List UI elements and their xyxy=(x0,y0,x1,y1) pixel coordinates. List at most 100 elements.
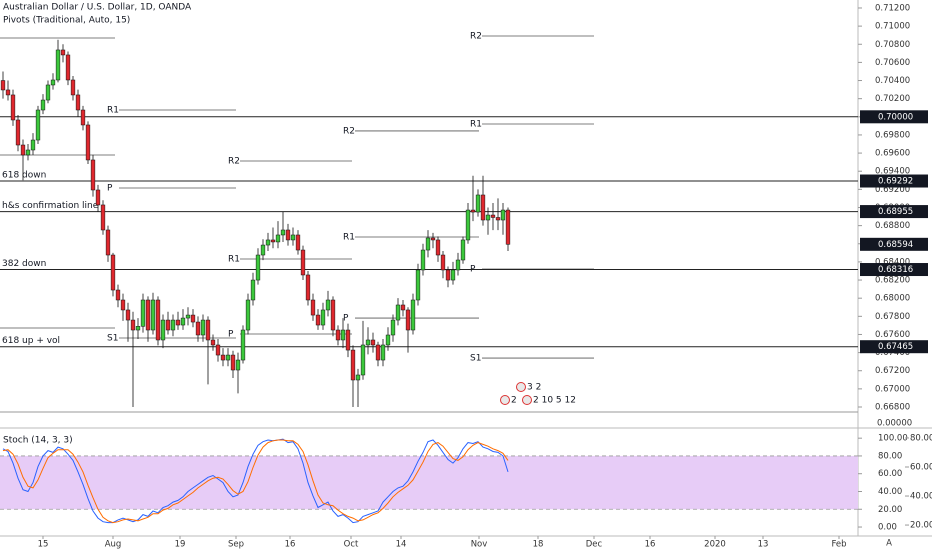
price-tag xyxy=(860,174,928,188)
x-tick-label: 16 xyxy=(285,540,296,550)
candle-body xyxy=(375,344,381,361)
candle-body xyxy=(320,309,326,326)
y-tick-label: 0.70600 xyxy=(875,58,910,68)
candle-body xyxy=(25,149,31,156)
candle-body xyxy=(145,299,151,331)
event-icon xyxy=(500,395,510,405)
pivot-label: R2 xyxy=(470,32,482,42)
candle-body xyxy=(430,237,436,241)
event-icon xyxy=(522,395,532,405)
candle-body xyxy=(465,209,471,241)
y-tick-label: 0.71200 xyxy=(875,3,910,13)
y-tick-label: 0.69600 xyxy=(875,149,910,159)
price-tag-label: 0.67465 xyxy=(878,342,913,352)
y-tick-label: 0.66800 xyxy=(875,403,910,413)
price-tag xyxy=(860,340,928,354)
y-tick-label: 0.68200 xyxy=(875,276,910,286)
x-tick-label: 14 xyxy=(396,540,407,550)
y2-tick-label: 20.00 xyxy=(910,521,932,531)
candle-body xyxy=(385,334,391,346)
candle-body xyxy=(475,194,481,213)
y-tick-label: 0.70800 xyxy=(875,40,910,50)
x-tick-label: Sep xyxy=(228,540,244,550)
auto-scale-button[interactable]: A xyxy=(886,539,892,549)
x-tick-label: Nov xyxy=(471,540,488,550)
candle-body xyxy=(370,339,376,346)
pivot-label: R1 xyxy=(228,255,240,265)
volume-zero-label: 0.00000 xyxy=(877,419,912,429)
candle-body xyxy=(435,239,441,256)
price-tags: 0.70000 0.69292 0.68955 0.68316 0.67465 0.685… xyxy=(860,110,928,354)
candle-body xyxy=(180,317,186,326)
candle-body xyxy=(40,99,46,111)
candle-body xyxy=(60,49,66,56)
price-tag-label: 0.69292 xyxy=(878,177,913,187)
y-tick-label: 60.00 xyxy=(878,469,902,479)
price-tag-label: 0.68316 xyxy=(878,265,913,275)
candle-body xyxy=(285,229,291,241)
candle-body xyxy=(115,289,121,301)
candle-body xyxy=(360,344,366,376)
stoch-line xyxy=(2,439,509,524)
last-price-label: 0.68594 xyxy=(878,240,913,250)
pivot-label: R2 xyxy=(343,126,355,136)
pivot-label: S1 xyxy=(107,333,118,343)
stoch-title: Stoch (14, 3, 3) xyxy=(3,436,73,446)
candle-body xyxy=(15,119,21,146)
y-tick-label: 100.00 xyxy=(878,434,908,444)
candle-body xyxy=(500,209,506,221)
x-tick-label: Oct xyxy=(344,540,359,550)
candle-body xyxy=(10,94,16,121)
candle-body xyxy=(50,79,56,86)
candle-body xyxy=(30,139,36,151)
pivot-label: P xyxy=(343,314,349,324)
candle-body xyxy=(105,229,111,256)
level-label: h&s confirmation line xyxy=(2,201,99,211)
candle-body xyxy=(230,354,236,371)
event-count: 3 2 xyxy=(527,383,541,393)
y-tick-label: 0.69200 xyxy=(875,185,910,195)
candle-body xyxy=(255,254,261,281)
candle-body xyxy=(120,299,126,311)
candle-body xyxy=(75,94,81,111)
candle-body xyxy=(5,89,11,96)
candle-body xyxy=(175,319,181,326)
candle-body xyxy=(20,144,26,156)
level-label: 618 up + vol xyxy=(2,336,60,346)
candle-body xyxy=(345,329,351,351)
candle-body xyxy=(355,374,361,381)
candle-body xyxy=(125,309,131,321)
candle-body xyxy=(80,109,86,126)
y-tick-label: 40.00 xyxy=(878,487,902,497)
candle-body xyxy=(190,314,196,323)
candle-body xyxy=(45,84,51,101)
price-tag xyxy=(860,263,928,277)
candle-body xyxy=(260,244,266,256)
price-tag xyxy=(860,110,928,124)
candle-body xyxy=(480,194,486,221)
y-tick-label: 0.69400 xyxy=(875,167,910,177)
x-tick-label: 13 xyxy=(758,540,769,550)
price-tag xyxy=(860,205,928,219)
candle-body xyxy=(130,319,136,331)
candle-body xyxy=(225,354,231,361)
candle-body xyxy=(195,321,201,336)
level-label: 618 down xyxy=(2,171,46,181)
candle-body xyxy=(270,239,276,243)
y-tick-label: 0.68800 xyxy=(875,221,910,231)
candle-body xyxy=(420,249,426,271)
y-tick-label: 0.69800 xyxy=(875,130,910,140)
candle-body xyxy=(415,269,421,301)
candle-body xyxy=(150,299,156,331)
y-tick-label: 0.67800 xyxy=(875,312,910,322)
x-tick-label: 18 xyxy=(533,540,544,550)
x-tick-label: 19 xyxy=(175,540,186,550)
candle-body xyxy=(425,237,431,251)
candle-body xyxy=(505,209,511,245)
candle-body xyxy=(390,319,396,336)
price-tag-label: 0.68955 xyxy=(878,207,913,217)
indicator-title: Pivots (Traditional, Auto, 15) xyxy=(3,16,130,26)
candle-body xyxy=(455,259,461,271)
pivot-label: R2 xyxy=(228,156,240,166)
